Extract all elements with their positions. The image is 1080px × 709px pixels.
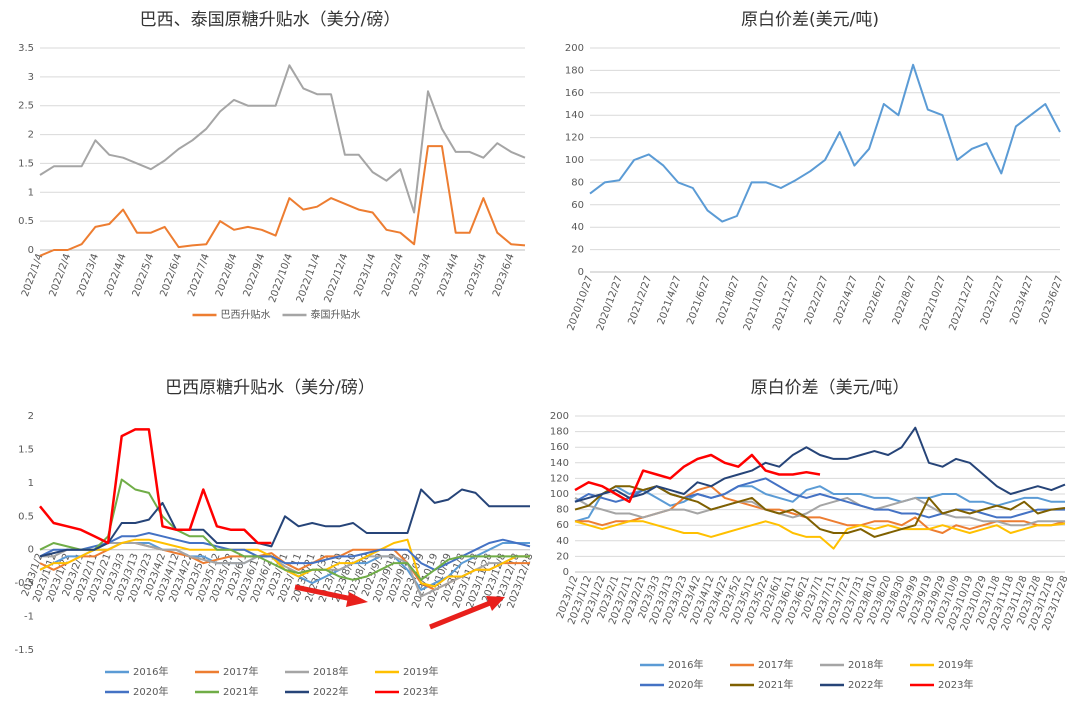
y-tick-label: 20 — [571, 245, 584, 256]
legend-label: 2018年 — [313, 665, 348, 678]
arrow-head — [486, 596, 505, 611]
y-tick-label: 0.5 — [18, 511, 34, 522]
y-tick-label: 1.5 — [18, 444, 34, 455]
legend-label: 泰国升贴水 — [311, 308, 361, 321]
legend-label: 2022年 — [848, 678, 883, 691]
legend-label: 2017年 — [758, 658, 793, 671]
y-tick-label: 200 — [565, 43, 584, 54]
y-tick-label: 1.5 — [18, 158, 34, 169]
legend-label: 2022年 — [313, 685, 348, 698]
series-line — [39, 64, 526, 214]
y-tick-label: 200 — [550, 411, 569, 422]
series-line — [39, 428, 272, 545]
legend-label: 2019年 — [938, 658, 973, 671]
y-tick-label: 100 — [550, 489, 569, 500]
series-line — [574, 453, 821, 504]
y-tick-label: 0 — [563, 567, 569, 578]
y-tick-label: 0 — [578, 267, 584, 278]
y-tick-label: 120 — [565, 133, 584, 144]
legend-label: 2019年 — [403, 665, 438, 678]
y-tick-label: 140 — [565, 110, 584, 121]
series-line — [574, 520, 1066, 550]
legend-label: 2020年 — [668, 678, 703, 691]
arrow-shaft — [429, 600, 491, 630]
y-tick-label: 100 — [565, 155, 584, 166]
y-tick-label: 0.5 — [18, 216, 34, 227]
y-tick-label: 60 — [556, 520, 569, 531]
y-tick-label: 120 — [550, 473, 569, 484]
legend-label: 2020年 — [133, 685, 168, 698]
y-tick-label: 160 — [565, 88, 584, 99]
y-tick-label: 2.5 — [18, 101, 34, 112]
y-tick-label: 180 — [550, 427, 569, 438]
y-tick-label: 3.5 — [18, 43, 34, 54]
y-tick-label: 60 — [571, 200, 584, 211]
y-tick-label: 80 — [571, 177, 584, 188]
y-tick-label: 1 — [28, 478, 34, 489]
arrow-shaft — [294, 584, 353, 602]
chart-title: 巴西、泰国原糖升贴水（美分/磅） — [140, 10, 401, 30]
legend-label: 2023年 — [938, 678, 973, 691]
chart-title: 原白价差（美元/吨） — [751, 378, 910, 398]
series-line — [39, 532, 531, 571]
y-tick-label: 3 — [28, 72, 34, 83]
series-line — [574, 485, 1065, 523]
series-line — [39, 145, 526, 257]
y-tick-label: 1 — [28, 187, 34, 198]
y-tick-label: 0 — [28, 245, 34, 256]
legend-label: 2016年 — [668, 658, 703, 671]
series-line — [589, 63, 1061, 223]
series-line — [39, 488, 530, 558]
legend-label: 巴西升贴水 — [221, 308, 271, 321]
legend-label: 2017年 — [223, 665, 258, 678]
series-line — [574, 496, 1065, 527]
y-tick-label: 40 — [571, 222, 584, 233]
arrow-head — [346, 592, 368, 607]
legend-label: 2018年 — [848, 658, 883, 671]
chart-title: 原白价差(美元/吨) — [741, 10, 879, 30]
y-tick-label: 140 — [550, 458, 569, 469]
annotation-arrows — [294, 584, 505, 630]
legend-label: 2021年 — [758, 678, 793, 691]
y-tick-label: 160 — [550, 442, 569, 453]
y-tick-label: 2 — [28, 411, 34, 422]
y-tick-label: 20 — [556, 551, 569, 562]
y-tick-label: -0.5 — [14, 578, 34, 589]
y-tick-label: -1.5 — [14, 645, 34, 656]
y-tick-label: 0 — [28, 545, 34, 556]
y-tick-label: 2 — [28, 130, 34, 141]
legend-label: 2023年 — [403, 685, 438, 698]
y-tick-label: 180 — [565, 65, 584, 76]
legend-label: 2016年 — [133, 665, 168, 678]
series-line — [574, 426, 1066, 503]
y-tick-label: 80 — [556, 505, 569, 516]
y-tick-label: -1 — [24, 612, 34, 623]
series-line — [39, 478, 530, 581]
chart-title: 巴西原糖升贴水（美分/磅） — [165, 378, 375, 398]
legend-label: 2021年 — [223, 685, 258, 698]
y-tick-label: 40 — [556, 536, 569, 547]
